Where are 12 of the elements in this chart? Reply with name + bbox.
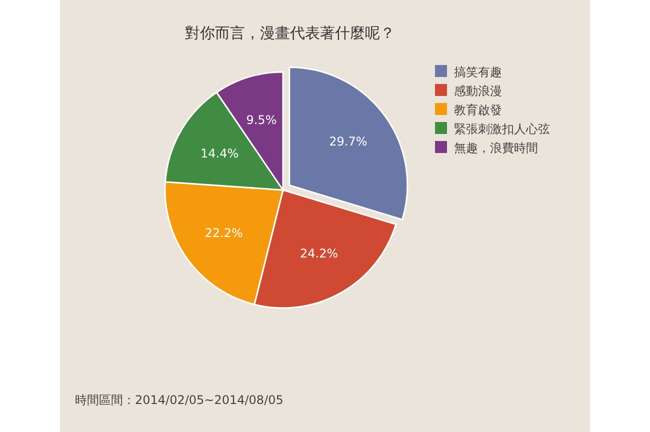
chart-title: 對你而言，漫畫代表著什麼呢？ (185, 24, 395, 42)
data-label: 29.7% (329, 134, 368, 149)
data-label: 14.4% (200, 146, 239, 161)
data-label: 9.5% (246, 113, 277, 128)
legend-label: 無趣，浪費時間 (454, 141, 538, 155)
data-label: 24.2% (300, 246, 338, 261)
data-label: 22.2% (204, 226, 243, 240)
legend-label: 感動浪漫 (454, 84, 502, 98)
text: 時間區間：2014/02/05~2014/08/05 (75, 393, 284, 407)
legend-label: 搞笑有趣 (454, 65, 502, 79)
legend-label: 緊張刺激扣人心弦 (454, 122, 550, 136)
legend-label: 教育啟發 (454, 103, 502, 117)
